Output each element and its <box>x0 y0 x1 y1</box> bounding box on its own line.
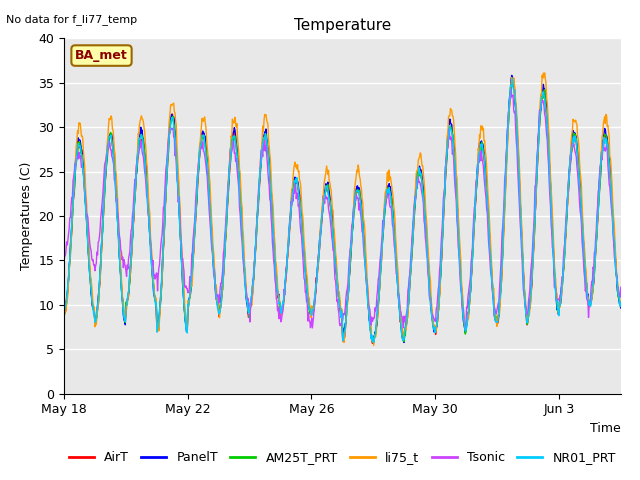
Y-axis label: Temperatures (C): Temperatures (C) <box>20 162 33 270</box>
Text: No data for f_li77_temp: No data for f_li77_temp <box>6 14 138 25</box>
Text: Time: Time <box>590 422 621 435</box>
Text: BA_met: BA_met <box>75 49 128 62</box>
Legend: AirT, PanelT, AM25T_PRT, li75_t, Tsonic, NR01_PRT: AirT, PanelT, AM25T_PRT, li75_t, Tsonic,… <box>64 446 621 469</box>
Title: Temperature: Temperature <box>294 18 391 33</box>
